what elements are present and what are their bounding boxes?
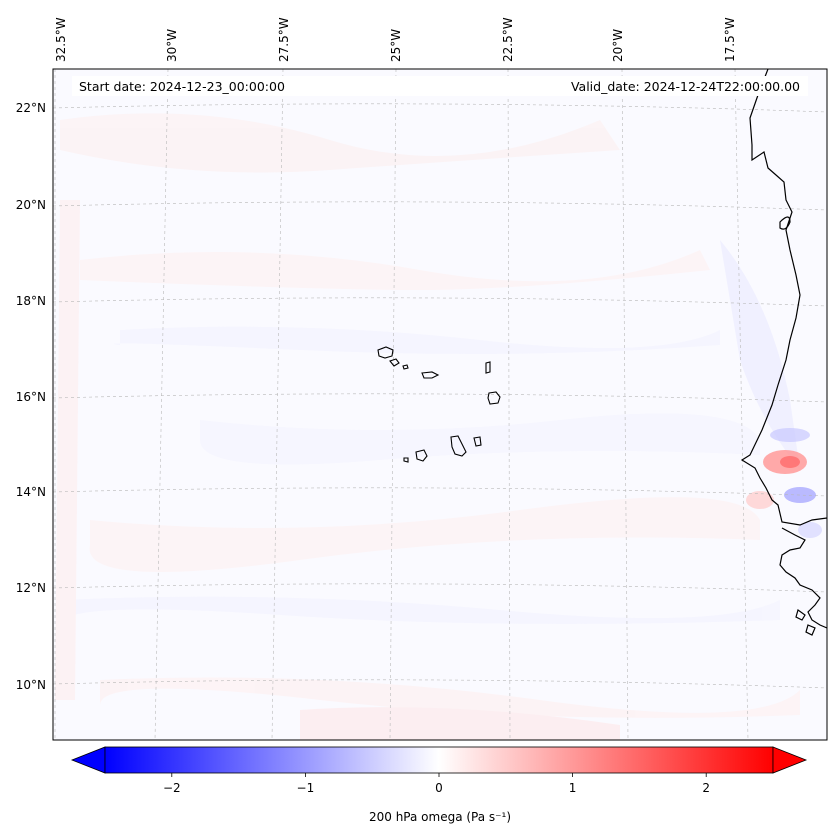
lat-label: 12°N: [16, 581, 46, 595]
island-sao-vicente: [389, 358, 400, 367]
island-fogo: [415, 449, 428, 462]
lat-labels: 22°N 20°N 18°N 16°N 14°N 12°N 10°N: [16, 101, 46, 692]
island-santa-luzia: [402, 364, 409, 370]
colorbar-bar: [104, 746, 774, 774]
lon-label: 30°W: [165, 29, 179, 62]
start-date-label: Start date: 2024-12-23_00:00:00: [79, 79, 285, 94]
island-boa-vista: [487, 391, 501, 405]
colorbar: −2 −1 0 1 2 200 hPa omega (Pa s⁻¹): [70, 746, 808, 824]
lat-label: 10°N: [16, 678, 46, 692]
lon-label: 20°W: [611, 29, 625, 62]
graticule: [53, 69, 827, 740]
colorbar-min-extend: [70, 746, 106, 774]
omega-field: [53, 69, 827, 740]
colorbar-tick-label: −2: [163, 781, 181, 795]
colorbar-tick-label: 2: [702, 781, 710, 795]
island-maio: [473, 436, 482, 447]
cape-verde-islands: [377, 346, 501, 463]
colorbar-tick-label: 1: [569, 781, 577, 795]
lon-label: 22.5°W: [501, 17, 515, 62]
island-santiago: [450, 435, 467, 457]
valid-date-label: Valid_date: 2024-12-24T22:00:00.00: [571, 79, 800, 94]
lon-label: 17.5°W: [723, 17, 737, 62]
lon-label: 32.5°W: [54, 17, 68, 62]
island-sao-nicolau: [421, 371, 440, 379]
lat-label: 16°N: [16, 390, 46, 404]
lon-label: 25°W: [389, 29, 403, 62]
lat-label: 20°N: [16, 198, 46, 212]
header-strip: [72, 76, 808, 96]
lon-labels: 32.5°W 30°W 27.5°W 25°W 22.5°W 20°W 17.5…: [54, 17, 737, 62]
colorbar-title: 200 hPa omega (Pa s⁻¹): [369, 810, 511, 824]
lat-label: 14°N: [16, 485, 46, 499]
colorbar-tick-label: 0: [435, 781, 443, 795]
lat-label: 22°N: [16, 101, 46, 115]
island-santo-antao: [377, 346, 394, 359]
lat-label: 18°N: [16, 294, 46, 308]
map-frame: [52, 68, 828, 741]
colorbar-tick-label: −1: [297, 781, 315, 795]
colorbar-max-extend: [772, 746, 808, 774]
lon-label: 27.5°W: [277, 17, 291, 62]
coastline-africa: [740, 69, 827, 636]
island-sal: [485, 361, 491, 374]
island-brava: [403, 457, 409, 463]
